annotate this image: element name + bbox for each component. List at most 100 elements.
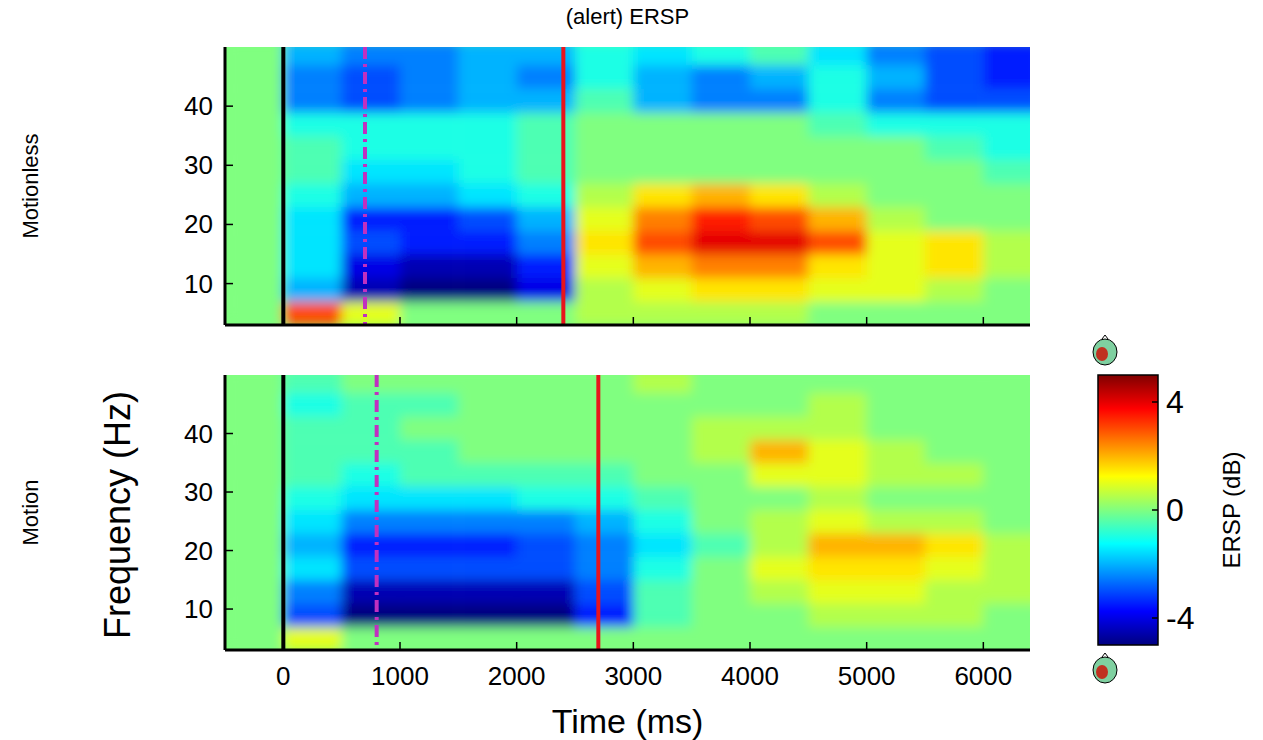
heat-cell	[400, 627, 459, 650]
panel: 102030400100020003000400050006000Motion	[18, 369, 1042, 691]
heat-cell	[458, 47, 517, 65]
x-axis-line	[225, 649, 1030, 652]
heat-cell	[225, 510, 284, 534]
heat-cell	[750, 47, 809, 65]
title: (alert) ERSP	[566, 4, 689, 29]
heat-cell	[283, 301, 342, 325]
heat-cell	[342, 603, 401, 627]
heat-cell	[225, 159, 284, 183]
colorbar-strip	[1098, 375, 1158, 645]
heat-cell	[808, 603, 867, 627]
x-tick	[283, 317, 285, 325]
heat-cell	[692, 47, 751, 65]
heat-cell	[575, 47, 634, 65]
heat-cell	[867, 254, 926, 278]
heat-cell	[867, 301, 926, 325]
heat-cell	[633, 278, 692, 302]
heat-cell	[400, 533, 459, 557]
heat-cell	[458, 393, 517, 417]
heat-cell	[342, 278, 401, 302]
heat-cell	[283, 278, 342, 302]
event-line	[281, 47, 285, 325]
y-tick-label: 30	[184, 477, 213, 507]
heat-cell	[983, 47, 1030, 65]
heat-cell	[517, 510, 576, 534]
heat-cell	[575, 603, 634, 627]
heat-cell	[750, 580, 809, 604]
x-tick	[516, 317, 518, 325]
heat-cell	[283, 393, 342, 417]
heat-cell	[225, 463, 284, 487]
heat-cell	[808, 136, 867, 160]
y-tick	[225, 105, 233, 107]
heat-cell	[867, 230, 926, 254]
heat-cell	[575, 254, 634, 278]
heat-cell	[517, 136, 576, 160]
heat-cell	[400, 254, 459, 278]
heat-cell	[342, 463, 401, 487]
heat-cell	[575, 486, 634, 510]
heat-cell	[575, 65, 634, 89]
heat-cell	[400, 416, 459, 440]
y-tick	[225, 491, 233, 493]
heat-cell	[750, 136, 809, 160]
colorbar-tick	[1152, 617, 1158, 619]
heat-cell	[983, 439, 1030, 463]
heat-cell	[458, 207, 517, 231]
head-spot	[1096, 665, 1108, 679]
heat-cell	[342, 301, 401, 325]
heat-cell	[633, 556, 692, 580]
heat-cell	[925, 393, 984, 417]
heat-cell	[458, 254, 517, 278]
heat-cell	[342, 88, 401, 112]
heat-cell	[867, 510, 926, 534]
head-icon	[1093, 335, 1117, 365]
colorbar-title: ERSP (dB)	[1218, 452, 1245, 569]
heat-cell	[692, 136, 751, 160]
heat-cell	[925, 136, 984, 160]
colorbar-tick-label: 0	[1166, 492, 1184, 528]
heat-cell	[983, 627, 1030, 650]
heat-cell	[225, 254, 284, 278]
heat-cell	[517, 486, 576, 510]
heat-cell	[633, 207, 692, 231]
heat-cell	[575, 393, 634, 417]
heat-cell	[633, 393, 692, 417]
heatmap	[225, 375, 1030, 650]
heat-cell	[458, 439, 517, 463]
x-axis-line	[225, 324, 1030, 327]
heat-cell	[400, 301, 459, 325]
heat-cell	[283, 627, 342, 650]
heat-cell	[458, 416, 517, 440]
heat-cell	[808, 556, 867, 580]
heat-cell	[400, 580, 459, 604]
event-line	[363, 47, 367, 325]
heat-cell	[517, 393, 576, 417]
heat-cell	[925, 88, 984, 112]
heat-cell	[283, 47, 342, 65]
heat-cell	[400, 207, 459, 231]
heat-cell	[867, 136, 926, 160]
heat-cell	[633, 375, 692, 393]
heat-cell	[633, 47, 692, 65]
heat-cell	[925, 510, 984, 534]
y-tick-label: 40	[184, 91, 213, 121]
panel-label: Motion	[18, 479, 43, 545]
heat-cell	[867, 207, 926, 231]
heat-cell	[575, 112, 634, 136]
plot-area	[225, 47, 1030, 325]
head-spot	[1096, 347, 1108, 361]
heat-cell	[692, 510, 751, 534]
heat-cell	[925, 65, 984, 89]
y-tick-label: 30	[184, 150, 213, 180]
heat-cell	[225, 112, 284, 136]
y-tick	[225, 224, 233, 226]
colorbar-tick	[1152, 509, 1158, 511]
heat-cell	[983, 463, 1030, 487]
heat-cell	[400, 88, 459, 112]
heat-cell	[575, 159, 634, 183]
heat-cell	[400, 183, 459, 207]
heat-cell	[225, 580, 284, 604]
heat-cell	[517, 463, 576, 487]
heat-cell	[225, 136, 284, 160]
